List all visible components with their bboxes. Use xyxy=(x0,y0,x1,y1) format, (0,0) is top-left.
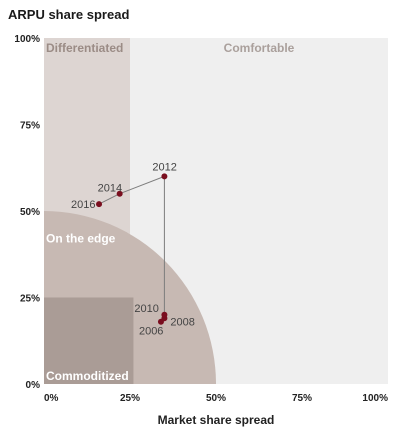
point-label: 2012 xyxy=(152,161,176,173)
x-tick-label: 0% xyxy=(44,393,59,404)
region-label-commoditized: Commoditized xyxy=(46,369,129,383)
y-tick-label: 100% xyxy=(14,34,40,45)
data-point xyxy=(161,173,168,180)
data-point xyxy=(116,190,123,197)
region-commoditized xyxy=(44,297,134,384)
labels-layer: Differentiated Comfortable On the edge Comm… xyxy=(46,41,295,383)
y-tick-label: 50% xyxy=(20,207,40,218)
point-label: 2010 xyxy=(134,303,158,315)
data-point xyxy=(96,201,103,208)
region-label-on-the-edge: On the edge xyxy=(46,232,116,246)
axis-layer: 0% 25% 50% 75% 100% 0% 25% 50% 75% 100% Market sha… xyxy=(14,34,388,427)
y-tick-label: 25% xyxy=(20,294,40,305)
region-label-comfortable: Comfortable xyxy=(224,41,295,55)
y-tick-label: 75% xyxy=(20,121,40,132)
point-label: 2006 xyxy=(139,326,163,338)
y-tick-label: 0% xyxy=(26,380,41,391)
x-tick-label: 75% xyxy=(292,393,312,404)
data-point xyxy=(161,311,168,318)
regions-layer xyxy=(44,38,388,384)
chart-title: ARPU share spread xyxy=(8,7,130,22)
region-label-differentiated: Differentiated xyxy=(46,41,123,55)
x-tick-label: 50% xyxy=(206,393,226,404)
series-layer xyxy=(96,173,168,325)
point-label: 2016 xyxy=(71,199,95,211)
x-tick-label: 100% xyxy=(362,393,388,404)
point-label: 2014 xyxy=(98,183,122,195)
x-axis-label: Market share spread xyxy=(158,413,275,427)
point-label: 2008 xyxy=(170,316,194,328)
x-tick-label: 25% xyxy=(120,393,140,404)
